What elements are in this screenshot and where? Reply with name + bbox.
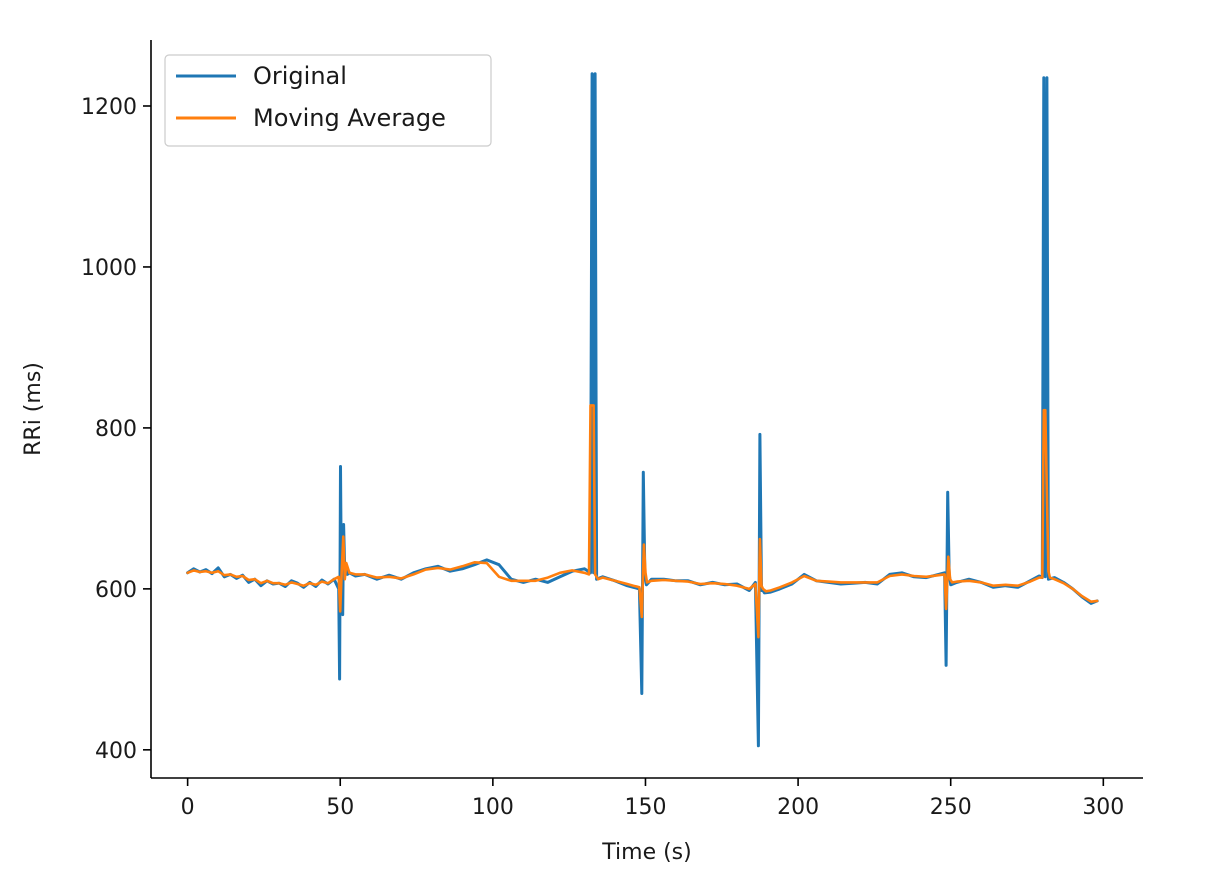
- x-tick-label: 250: [930, 795, 972, 820]
- x-axis-ticks: 0 50 100 150 200 250 300: [181, 778, 1124, 820]
- y-tick-label: 1000: [81, 256, 137, 281]
- legend-frame: [164, 54, 492, 147]
- plot-area: [186, 72, 1099, 748]
- x-tick-label: 100: [472, 795, 514, 820]
- x-tick-label: 0: [181, 795, 195, 820]
- legend: Original Moving Average: [164, 54, 492, 147]
- y-tick-label: 400: [95, 739, 137, 764]
- series-line-moving-average: [186, 404, 1099, 639]
- y-axis-ticks: 400 600 800 1000 1200: [81, 95, 151, 764]
- x-tick-label: 200: [777, 795, 819, 820]
- y-tick-label: 800: [95, 417, 137, 442]
- y-tick-label: 1200: [81, 95, 137, 120]
- x-tick-label: 150: [624, 795, 666, 820]
- legend-label-original: Original: [253, 62, 347, 90]
- x-tick-label: 300: [1082, 795, 1124, 820]
- x-axis-label: Time (s): [601, 840, 691, 865]
- y-axis-label: RRi (ms): [21, 362, 46, 456]
- series-line-original: [186, 72, 1099, 748]
- y-tick-label: 600: [95, 578, 137, 603]
- legend-label-moving-average: Moving Average: [253, 104, 446, 132]
- x-tick-label: 50: [326, 795, 354, 820]
